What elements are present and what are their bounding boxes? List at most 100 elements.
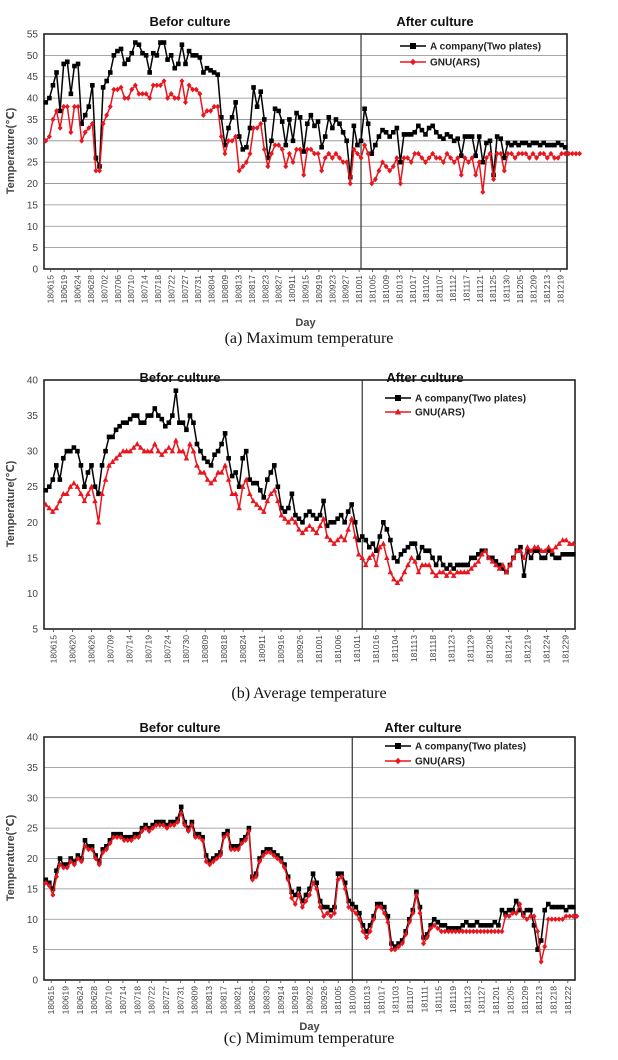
data-point-a-company bbox=[446, 926, 451, 931]
data-point-gnu-ars bbox=[282, 864, 288, 871]
x-tick-label: 180916 bbox=[276, 635, 286, 664]
data-point-gnu-ars bbox=[46, 133, 52, 140]
data-point-a-company bbox=[355, 142, 360, 148]
data-point-gnu-ars bbox=[192, 834, 198, 841]
data-point-a-company bbox=[243, 448, 249, 454]
data-point-gnu-ars bbox=[81, 497, 88, 504]
data-point-a-company bbox=[523, 140, 529, 146]
data-point-a-company bbox=[517, 907, 523, 913]
x-tick-label: 181006 bbox=[333, 635, 343, 664]
data-point-gnu-ars bbox=[415, 150, 421, 157]
data-point-a-company bbox=[243, 834, 248, 840]
data-point-gnu-ars bbox=[301, 172, 307, 178]
data-point-gnu-ars bbox=[267, 849, 273, 856]
data-point-gnu-ars bbox=[505, 150, 511, 157]
data-point-a-company bbox=[166, 420, 172, 425]
data-point-a-company bbox=[71, 445, 77, 450]
data-point-a-company bbox=[453, 926, 458, 931]
data-point-gnu-ars bbox=[384, 554, 390, 561]
x-tick-label: 180919 bbox=[314, 275, 324, 304]
data-point-gnu-ars bbox=[116, 451, 123, 457]
data-point-a-company bbox=[275, 853, 280, 858]
data-point-a-company bbox=[516, 142, 521, 148]
data-point-gnu-ars bbox=[469, 155, 475, 161]
data-point-a-company bbox=[150, 50, 156, 56]
data-point-gnu-ars bbox=[320, 515, 327, 521]
data-point-a-company bbox=[157, 819, 163, 825]
data-point-gnu-ars bbox=[61, 103, 67, 110]
x-tick-label: 180628 bbox=[89, 986, 99, 1015]
data-point-gnu-ars bbox=[175, 819, 181, 825]
data-point-a-company bbox=[124, 420, 129, 425]
data-point-a-company bbox=[72, 63, 77, 69]
data-point-a-company bbox=[170, 413, 175, 418]
legend-marker-gnu-ars bbox=[394, 408, 402, 415]
x-tick-label: 180809 bbox=[200, 635, 210, 664]
data-point-gnu-ars bbox=[385, 919, 391, 926]
data-point-gnu-ars bbox=[527, 913, 533, 920]
data-point-gnu-ars bbox=[282, 515, 288, 521]
data-point-gnu-ars bbox=[285, 876, 291, 883]
x-tick-label: 180914 bbox=[276, 986, 286, 1015]
data-point-gnu-ars bbox=[207, 861, 213, 868]
data-point-a-company bbox=[356, 537, 362, 543]
data-point-gnu-ars bbox=[443, 572, 450, 578]
x-tick-label: 180915 bbox=[301, 275, 311, 304]
data-point-gnu-ars bbox=[367, 928, 373, 935]
x-tick-label: 180821 bbox=[233, 986, 243, 1015]
data-point-a-company bbox=[475, 552, 481, 557]
x-tick-label: 181009 bbox=[381, 275, 391, 304]
data-point-gnu-ars bbox=[43, 138, 49, 144]
data-point-gnu-ars bbox=[577, 150, 583, 157]
data-point-a-company bbox=[333, 117, 339, 122]
data-point-a-company bbox=[317, 898, 323, 904]
data-point-gnu-ars bbox=[297, 146, 303, 153]
data-point-a-company bbox=[549, 904, 555, 910]
data-point-gnu-ars bbox=[435, 925, 441, 932]
x-tick-label: 180731 bbox=[193, 275, 203, 304]
x-tick-label: 181118 bbox=[428, 635, 438, 662]
data-point-a-company bbox=[367, 923, 373, 928]
data-point-a-company bbox=[75, 853, 81, 858]
data-point-a-company bbox=[164, 822, 170, 828]
data-point-a-company bbox=[178, 804, 184, 810]
x-tick-label: 180826 bbox=[247, 986, 257, 1015]
data-point-gnu-ars bbox=[455, 155, 461, 161]
data-point-a-company bbox=[525, 548, 530, 554]
data-point-a-company bbox=[444, 132, 450, 137]
data-point-gnu-ars bbox=[510, 910, 516, 916]
y-tick-label: 10 bbox=[27, 915, 39, 926]
data-point-gnu-ars bbox=[60, 490, 67, 497]
data-point-gnu-ars bbox=[125, 95, 131, 101]
data-point-a-company bbox=[518, 544, 523, 550]
data-point-a-company bbox=[494, 134, 500, 139]
data-point-a-company bbox=[382, 904, 387, 910]
data-point-gnu-ars bbox=[286, 150, 292, 157]
data-point-a-company bbox=[171, 819, 177, 825]
data-point-a-company bbox=[61, 862, 66, 867]
data-point-a-company bbox=[111, 831, 116, 837]
x-tick-label: 181013 bbox=[394, 275, 404, 304]
panel-max-temperature: 0 5 10 15 20 25 30 35 40 45 50 55 Befor culture After… bbox=[0, 0, 618, 352]
data-point-a-company bbox=[441, 136, 446, 141]
data-point-gnu-ars bbox=[567, 913, 573, 920]
data-point-a-company bbox=[211, 70, 217, 75]
data-point-a-company bbox=[371, 913, 376, 919]
region-label-after: After culture bbox=[386, 370, 463, 385]
data-point-a-company bbox=[92, 484, 98, 490]
panel-average-temperature: 5 10 15 20 25 30 35 40 Befor culture After cultur… bbox=[0, 356, 618, 708]
x-tick-label: 180706 bbox=[113, 275, 123, 304]
data-point-gnu-ars bbox=[433, 572, 439, 578]
data-point-a-company bbox=[394, 125, 400, 131]
y-tick-label: 0 bbox=[32, 976, 38, 987]
data-point-gnu-ars bbox=[451, 159, 457, 165]
data-point-gnu-ars bbox=[335, 876, 341, 883]
data-point-a-company bbox=[544, 142, 550, 148]
data-point-a-company bbox=[240, 455, 245, 461]
data-point-gnu-ars bbox=[563, 537, 570, 543]
data-point-a-company bbox=[229, 473, 235, 479]
data-point-a-company bbox=[496, 923, 501, 928]
data-point-gnu-ars bbox=[473, 172, 479, 178]
data-point-gnu-ars bbox=[197, 91, 203, 97]
data-point-a-company bbox=[538, 938, 544, 943]
